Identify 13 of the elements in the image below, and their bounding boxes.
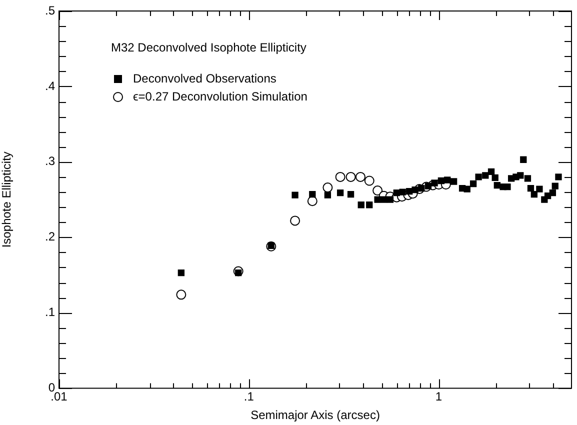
text: M32 Deconvolved Isophote Ellipticity (111, 40, 306, 54)
y-tick-label: 0 (48, 380, 56, 395)
y-tick-label: .2 (44, 230, 56, 244)
y-tick-label: .3 (44, 154, 56, 168)
y-axis-title: Isophote Ellipticity (0, 152, 14, 248)
legend-label: ϵ=0.27 Deconvolution Simulation (133, 89, 308, 104)
x-axis-title: Semimajor Axis (arcsec) (250, 408, 380, 422)
y-tick-label: .4 (44, 78, 56, 93)
legend-label: Deconvolved Observations (133, 71, 276, 86)
x-tick-label: 1 (435, 390, 442, 404)
x-tick-label: .1 (244, 390, 254, 404)
y-tick-label: .1 (44, 305, 56, 320)
y-tick-label: .5 (44, 3, 56, 18)
